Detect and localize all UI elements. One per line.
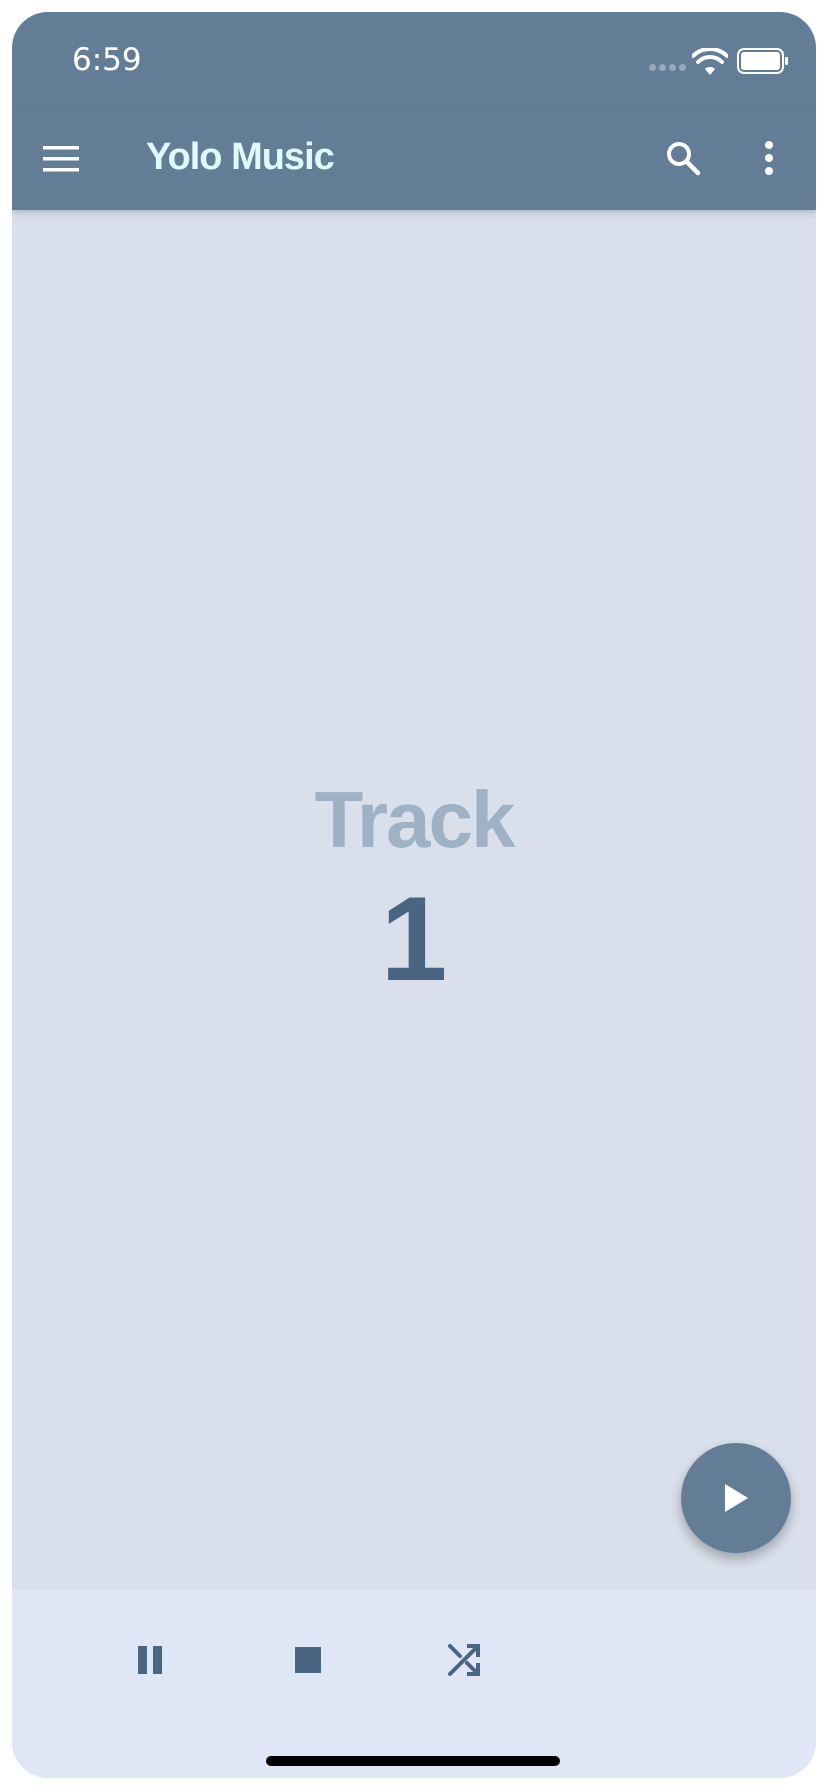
shuffle-button[interactable] — [436, 1632, 492, 1688]
home-indicator[interactable] — [266, 1756, 560, 1766]
device-screen: 6:59 Yolo Music — [12, 12, 816, 1778]
app-title: Yolo Music — [146, 136, 335, 178]
main-content: Track 1 — [12, 210, 816, 1590]
track-number: 1 — [380, 872, 448, 1006]
wifi-icon — [692, 48, 728, 75]
menu-button[interactable] — [38, 136, 84, 182]
app-bar: Yolo Music — [12, 110, 816, 210]
search-button[interactable] — [659, 134, 707, 182]
cellular-signal-icon — [649, 64, 686, 71]
more-options-button[interactable] — [752, 134, 786, 182]
more-vertical-icon — [765, 141, 773, 175]
pause-icon — [138, 1646, 162, 1674]
track-label: Track — [314, 775, 515, 864]
player-controls-bar — [12, 1590, 816, 1778]
battery-icon — [737, 48, 788, 74]
play-icon — [725, 1484, 748, 1512]
play-button[interactable] — [681, 1443, 791, 1553]
status-bar: 6:59 — [12, 12, 816, 110]
search-icon — [667, 142, 701, 176]
status-time: 6:59 — [72, 42, 142, 78]
hamburger-menu-icon — [43, 146, 79, 172]
stop-icon — [295, 1647, 321, 1673]
stop-button[interactable] — [280, 1632, 336, 1688]
shuffle-icon — [448, 1644, 480, 1676]
pause-button[interactable] — [122, 1632, 178, 1688]
